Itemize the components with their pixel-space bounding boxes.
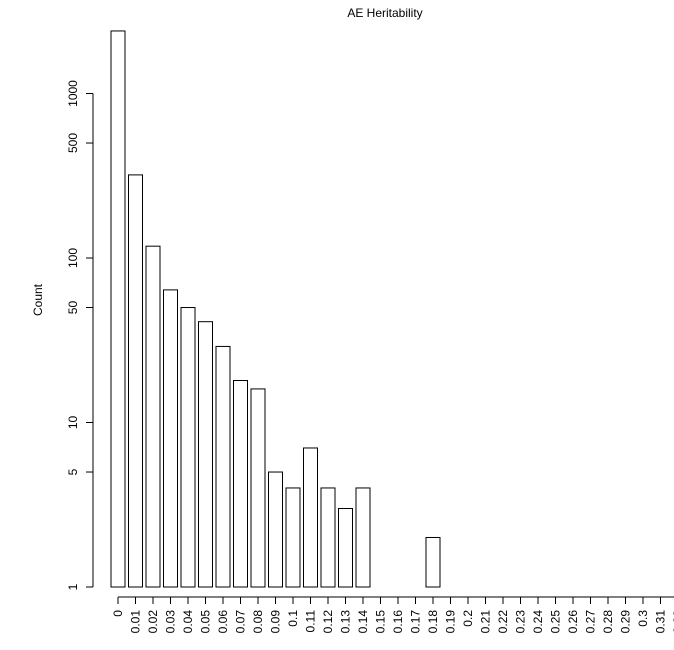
chart-title: AE Heritability (347, 6, 422, 20)
bar (320, 487, 336, 588)
bar (355, 487, 371, 588)
bar (425, 536, 441, 588)
x-tick-label: 0.17 (409, 610, 423, 634)
bar (285, 487, 301, 588)
x-tick-label: 0.15 (374, 610, 388, 634)
x-tick-label: 0.04 (181, 610, 195, 634)
x-tick-label: 0.25 (549, 610, 563, 634)
bar (233, 380, 248, 588)
x-tick-label: 0.08 (251, 610, 265, 634)
x-tick-label: 0.23 (514, 610, 528, 634)
x-tick-label: 0.03 (164, 610, 178, 634)
x-tick-label: 0.14 (356, 610, 370, 634)
bar (110, 30, 126, 588)
x-tick-label: 0.16 (391, 610, 405, 634)
y-tick-label: 5 (66, 468, 80, 475)
x-tick-label: 0.28 (601, 610, 615, 634)
x-tick-label: 0.02 (146, 610, 160, 634)
bar (128, 174, 143, 588)
x-tick-label: 0.12 (321, 610, 335, 634)
y-axis: 1 5 10 50 100 500 1000 (66, 80, 94, 590)
x-tick-label: 0.3 (636, 610, 650, 627)
bars (110, 30, 441, 588)
x-tick-label: 0.29 (619, 610, 633, 634)
bar (198, 321, 213, 588)
x-tick-label: 0.21 (479, 610, 493, 634)
x-tick-label: 0.26 (566, 610, 580, 634)
y-axis-label: Count (31, 283, 45, 316)
x-tick-label: 0.32 (671, 610, 674, 634)
y-tick-label: 500 (66, 133, 80, 153)
y-tick-label: 100 (66, 248, 80, 268)
x-tick-label: 0.24 (531, 610, 545, 634)
x-tick-label: 0.05 (199, 610, 213, 634)
x-tick-label: 0 (111, 610, 125, 617)
x-tick-label: 0.06 (216, 610, 230, 634)
bar (250, 388, 266, 588)
x-tick-label: 0.31 (654, 610, 668, 634)
x-tick-label: 0.01 (129, 610, 143, 634)
x-tick-label: 0.27 (584, 610, 598, 634)
x-tick-label: 0.22 (496, 610, 510, 634)
y-tick-label: 1 (66, 583, 80, 590)
x-tick-label: 0.1 (286, 610, 300, 627)
bar (180, 307, 196, 588)
x-tick-label: 0.11 (304, 610, 318, 633)
bar (338, 508, 353, 588)
bar (163, 289, 178, 588)
y-tick-label: 50 (66, 301, 80, 315)
bar (145, 245, 161, 588)
bar (268, 471, 283, 588)
x-tick-label: 0.09 (269, 610, 283, 634)
x-tick-label: 0.13 (339, 610, 353, 634)
x-tick-label: 0.19 (444, 610, 458, 634)
y-tick-label: 1000 (66, 80, 80, 107)
x-axis: 0 0.01 0.02 0.03 0.04 0.05 0.06 0.07 0.08 0.09 0.1… (111, 596, 674, 634)
y-tick-label: 10 (66, 416, 80, 430)
bar (303, 447, 318, 588)
x-tick-label: 0.18 (426, 610, 440, 634)
bar (215, 345, 231, 588)
x-tick-label: 0.2 (461, 610, 475, 627)
x-tick-label: 0.07 (234, 610, 248, 634)
